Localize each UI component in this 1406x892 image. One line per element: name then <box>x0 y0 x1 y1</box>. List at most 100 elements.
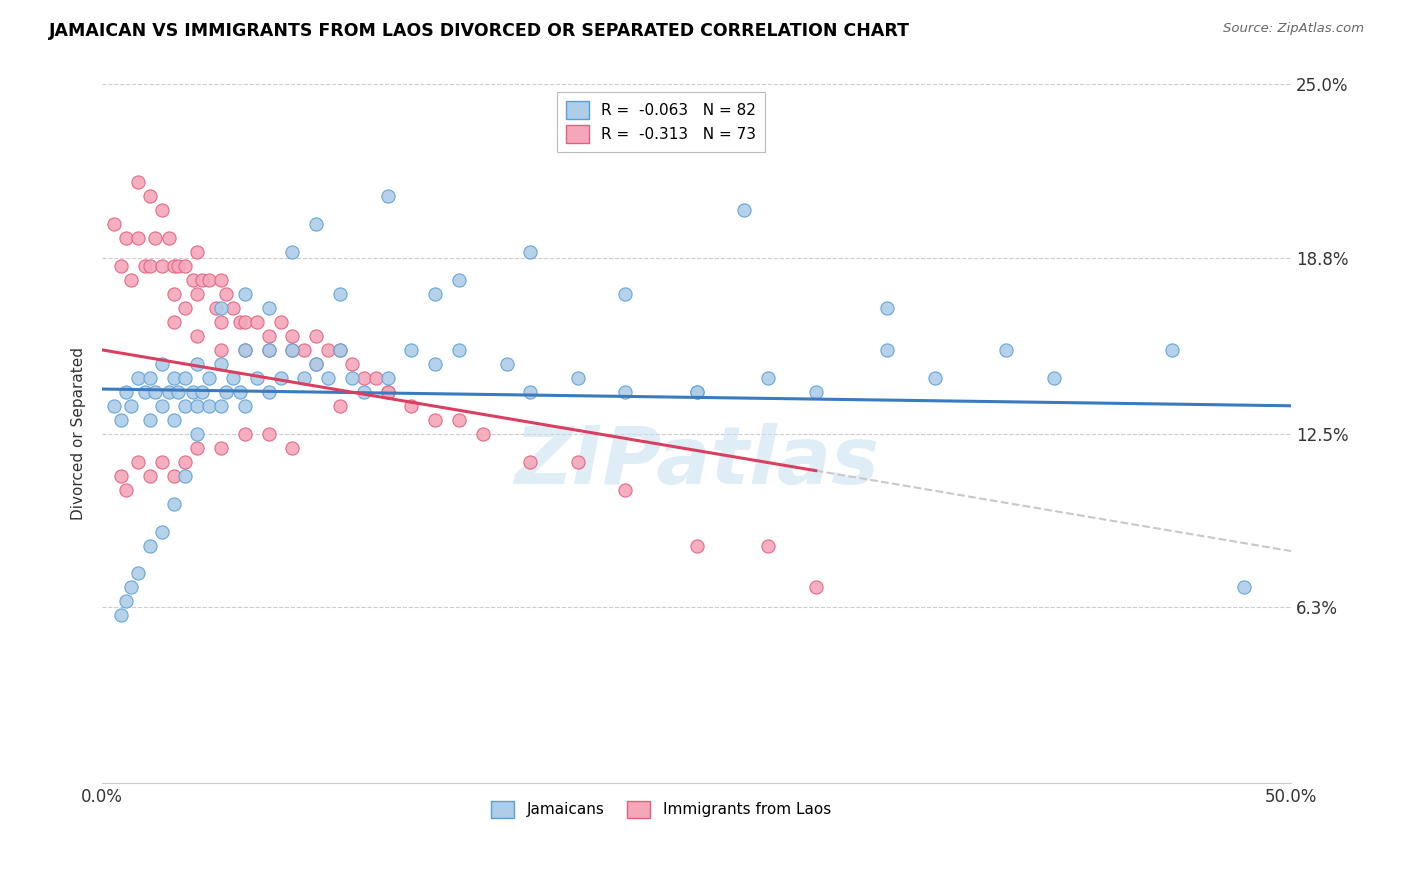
Point <box>103 217 125 231</box>
Point <box>229 315 252 329</box>
Point <box>281 329 304 343</box>
Point <box>139 371 162 385</box>
Point <box>804 384 827 399</box>
Point <box>115 594 138 608</box>
Point <box>340 371 363 385</box>
Point <box>804 581 827 595</box>
Point <box>209 315 232 329</box>
Point <box>139 413 162 427</box>
Point <box>614 287 637 301</box>
Point <box>329 343 352 357</box>
Point <box>233 343 256 357</box>
Point <box>305 329 328 343</box>
Point <box>191 384 214 399</box>
Point <box>167 384 190 399</box>
Point <box>110 259 132 273</box>
Point <box>316 371 339 385</box>
Point <box>233 287 256 301</box>
Point <box>150 399 173 413</box>
Point <box>270 371 292 385</box>
Point <box>115 483 138 497</box>
Legend: Jamaicans, Immigrants from Laos: Jamaicans, Immigrants from Laos <box>485 795 837 824</box>
Point <box>209 441 232 455</box>
Point <box>756 371 779 385</box>
Point <box>150 524 173 539</box>
Point <box>120 581 142 595</box>
Point <box>150 259 173 273</box>
Point <box>127 175 149 189</box>
Point <box>519 455 541 469</box>
Point <box>686 384 709 399</box>
Point <box>162 315 184 329</box>
Point <box>292 343 315 357</box>
Point <box>115 384 138 399</box>
Point <box>143 231 166 245</box>
Point <box>120 273 142 287</box>
Point <box>233 343 256 357</box>
Point <box>139 468 162 483</box>
Point <box>215 287 238 301</box>
Point <box>229 384 252 399</box>
Point <box>281 343 304 357</box>
Point <box>447 413 470 427</box>
Point <box>292 371 315 385</box>
Point <box>281 441 304 455</box>
Point <box>205 301 228 315</box>
Point <box>209 301 232 315</box>
Point <box>281 343 304 357</box>
Point <box>364 371 387 385</box>
Point <box>209 399 232 413</box>
Text: ZIPatlas: ZIPatlas <box>515 423 879 500</box>
Point <box>110 608 132 623</box>
Point <box>329 343 352 357</box>
Point <box>316 343 339 357</box>
Point <box>174 468 197 483</box>
Point <box>270 315 292 329</box>
Text: Source: ZipAtlas.com: Source: ZipAtlas.com <box>1223 22 1364 36</box>
Point <box>174 301 197 315</box>
Point <box>519 384 541 399</box>
Point <box>139 539 162 553</box>
Point <box>567 455 589 469</box>
Point <box>686 539 709 553</box>
Point <box>162 413 184 427</box>
Point <box>222 301 245 315</box>
Point <box>281 245 304 260</box>
Point <box>353 384 375 399</box>
Point <box>447 343 470 357</box>
Point <box>246 371 269 385</box>
Point <box>425 357 447 371</box>
Point <box>257 384 280 399</box>
Point <box>198 399 221 413</box>
Point <box>1233 581 1256 595</box>
Point <box>127 455 149 469</box>
Point <box>110 468 132 483</box>
Point <box>162 259 184 273</box>
Point <box>127 231 149 245</box>
Point <box>471 426 494 441</box>
Point <box>353 371 375 385</box>
Point <box>186 329 208 343</box>
Point <box>115 231 138 245</box>
Point <box>233 315 256 329</box>
Point <box>257 329 280 343</box>
Point <box>209 273 232 287</box>
Point <box>519 245 541 260</box>
Point <box>447 273 470 287</box>
Point <box>150 455 173 469</box>
Point <box>425 287 447 301</box>
Point <box>1042 371 1064 385</box>
Point <box>103 399 125 413</box>
Point <box>305 217 328 231</box>
Point <box>495 357 517 371</box>
Point <box>162 468 184 483</box>
Point <box>162 497 184 511</box>
Point <box>150 203 173 218</box>
Point <box>198 371 221 385</box>
Point <box>134 259 156 273</box>
Point <box>257 301 280 315</box>
Text: JAMAICAN VS IMMIGRANTS FROM LAOS DIVORCED OR SEPARATED CORRELATION CHART: JAMAICAN VS IMMIGRANTS FROM LAOS DIVORCE… <box>49 22 910 40</box>
Point <box>924 371 946 385</box>
Point <box>162 287 184 301</box>
Point <box>150 357 173 371</box>
